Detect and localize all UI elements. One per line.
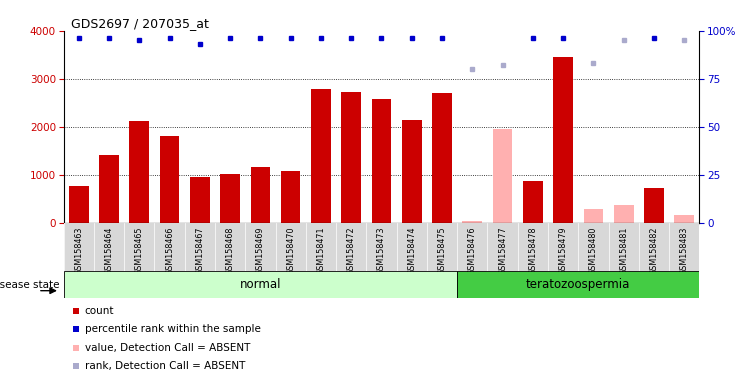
Text: GSM158466: GSM158466 [165,227,174,275]
Text: GSM158471: GSM158471 [316,227,325,275]
Text: GSM158476: GSM158476 [468,227,476,275]
Text: GSM158470: GSM158470 [286,227,295,275]
Text: disease state: disease state [0,280,60,290]
Text: GSM158472: GSM158472 [347,227,356,275]
Bar [99,155,119,223]
Bar [462,221,482,223]
Text: GSM158482: GSM158482 [649,227,658,275]
Text: GSM158464: GSM158464 [105,227,114,275]
Bar [493,129,512,223]
Text: GSM158473: GSM158473 [377,227,386,275]
Text: GSM158467: GSM158467 [195,227,204,275]
Text: GSM158477: GSM158477 [498,227,507,275]
Text: GSM158483: GSM158483 [680,227,689,275]
Text: rank, Detection Call = ABSENT: rank, Detection Call = ABSENT [85,361,245,371]
Text: percentile rank within the sample: percentile rank within the sample [85,324,260,334]
Text: value, Detection Call = ABSENT: value, Detection Call = ABSENT [85,343,250,353]
Bar [644,188,663,223]
Text: GSM158468: GSM158468 [226,227,235,275]
Bar [64,271,457,298]
Bar [251,167,270,223]
Bar [614,205,634,223]
Bar [220,174,240,223]
Bar [190,177,209,223]
Text: GSM158479: GSM158479 [559,227,568,275]
Bar [457,271,699,298]
Bar [341,92,361,223]
Text: GDS2697 / 207035_at: GDS2697 / 207035_at [71,17,209,30]
Text: GSM158469: GSM158469 [256,227,265,275]
Bar [69,186,88,223]
Text: GSM158478: GSM158478 [528,227,537,275]
Bar [554,57,573,223]
Bar [583,209,603,223]
Text: normal: normal [239,278,281,291]
Bar [160,136,180,223]
Bar [523,181,543,223]
Bar [372,99,391,223]
Bar [402,120,422,223]
Bar [675,215,694,223]
Text: GSM158474: GSM158474 [407,227,416,275]
Text: GSM158465: GSM158465 [135,227,144,275]
Bar [280,171,301,223]
Text: count: count [85,306,114,316]
Text: GSM158475: GSM158475 [438,227,447,275]
Bar [311,89,331,223]
Text: GSM158480: GSM158480 [589,227,598,275]
Text: teratozoospermia: teratozoospermia [526,278,631,291]
Text: GSM158463: GSM158463 [74,227,83,275]
Bar [432,93,452,223]
Bar [129,121,149,223]
Text: GSM158481: GSM158481 [619,227,628,275]
